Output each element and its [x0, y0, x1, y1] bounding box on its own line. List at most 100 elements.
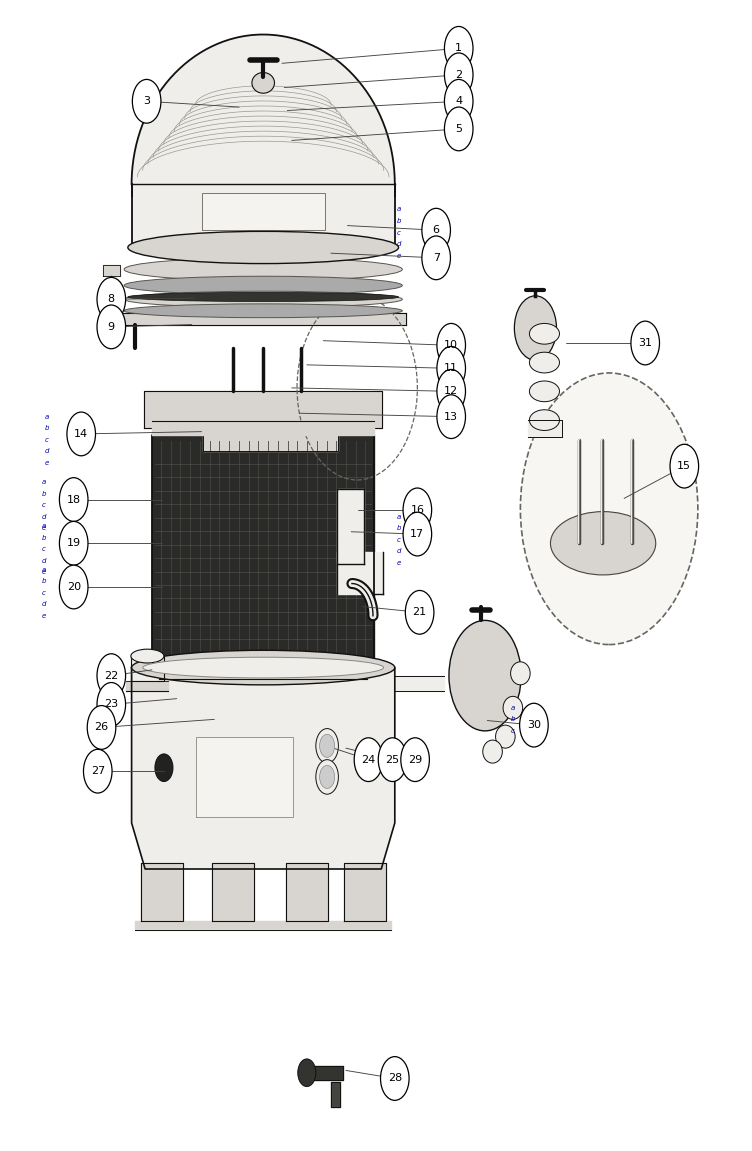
Text: c: c [396, 536, 401, 543]
Ellipse shape [529, 381, 559, 402]
Circle shape [520, 373, 698, 645]
Text: 10: 10 [444, 341, 458, 350]
Text: 3: 3 [143, 97, 150, 106]
Ellipse shape [124, 291, 402, 307]
Text: 23: 23 [105, 700, 118, 709]
Text: 6: 6 [432, 226, 440, 235]
Text: 27: 27 [91, 767, 105, 776]
Circle shape [354, 738, 383, 782]
Text: 29: 29 [408, 755, 422, 764]
Polygon shape [132, 668, 395, 869]
Circle shape [405, 590, 434, 634]
Text: a: a [41, 479, 46, 486]
Circle shape [316, 760, 338, 794]
Text: 7: 7 [432, 253, 440, 262]
Text: d: d [396, 241, 401, 247]
Text: d: d [41, 557, 46, 564]
Circle shape [87, 706, 116, 749]
Circle shape [444, 53, 473, 97]
Text: a: a [44, 413, 49, 420]
Text: e: e [41, 612, 46, 619]
Circle shape [59, 565, 88, 609]
Text: 1: 1 [455, 44, 462, 53]
Circle shape [670, 444, 699, 488]
Text: a: a [396, 206, 401, 213]
Ellipse shape [128, 231, 399, 264]
Circle shape [514, 296, 556, 360]
Ellipse shape [496, 725, 515, 748]
Text: 17: 17 [411, 529, 424, 539]
Text: b: b [396, 218, 401, 224]
Text: 26: 26 [95, 723, 108, 732]
Text: 18: 18 [67, 495, 80, 504]
Circle shape [422, 208, 450, 252]
Circle shape [59, 521, 88, 565]
Circle shape [437, 323, 465, 367]
Text: 25: 25 [386, 755, 399, 764]
Text: d: d [44, 448, 49, 455]
Circle shape [401, 738, 429, 782]
Text: c: c [41, 589, 46, 596]
Text: c: c [41, 502, 46, 509]
Text: 8: 8 [108, 295, 115, 304]
Text: 31: 31 [638, 338, 652, 348]
Text: c: c [511, 727, 515, 734]
Circle shape [97, 683, 126, 726]
Text: a: a [41, 523, 46, 529]
Ellipse shape [529, 410, 559, 430]
Text: 14: 14 [74, 429, 88, 439]
Text: 2: 2 [455, 70, 462, 79]
Circle shape [320, 734, 335, 757]
Circle shape [437, 369, 465, 413]
Text: e: e [41, 569, 46, 576]
Text: d: d [396, 548, 401, 555]
Circle shape [97, 654, 126, 698]
Text: 20: 20 [67, 582, 80, 592]
Text: 22: 22 [105, 671, 118, 680]
Text: b: b [44, 425, 49, 432]
Text: 12: 12 [444, 387, 458, 396]
Text: c: c [44, 436, 49, 443]
Text: b: b [41, 490, 46, 497]
Text: 4: 4 [455, 97, 462, 106]
Circle shape [444, 107, 473, 151]
Text: 13: 13 [444, 412, 458, 421]
Ellipse shape [503, 696, 523, 719]
Circle shape [422, 236, 450, 280]
Circle shape [320, 765, 335, 788]
Polygon shape [132, 35, 395, 184]
Circle shape [449, 620, 521, 731]
Text: 24: 24 [362, 755, 375, 764]
Circle shape [132, 79, 161, 123]
Text: 15: 15 [678, 462, 691, 471]
Text: e: e [396, 559, 401, 566]
Text: e: e [41, 525, 46, 532]
Text: a: a [396, 513, 401, 520]
Text: 16: 16 [411, 505, 424, 514]
Ellipse shape [550, 511, 656, 574]
Circle shape [631, 321, 660, 365]
Ellipse shape [483, 740, 502, 763]
Circle shape [97, 277, 126, 321]
Text: a: a [41, 566, 46, 573]
Ellipse shape [124, 304, 402, 318]
Circle shape [59, 478, 88, 521]
Text: 9: 9 [108, 322, 115, 331]
Ellipse shape [128, 292, 399, 302]
Ellipse shape [124, 258, 402, 281]
Circle shape [403, 512, 432, 556]
Ellipse shape [511, 662, 530, 685]
Text: c: c [41, 546, 46, 552]
Text: 11: 11 [444, 364, 458, 373]
Circle shape [437, 346, 465, 390]
Text: d: d [41, 513, 46, 520]
Text: 21: 21 [413, 608, 426, 617]
Text: 5: 5 [455, 124, 462, 134]
Circle shape [316, 729, 338, 763]
Circle shape [155, 754, 173, 782]
Circle shape [444, 79, 473, 123]
Text: b: b [396, 525, 401, 532]
Text: e: e [396, 252, 401, 259]
Ellipse shape [252, 73, 274, 93]
Text: b: b [41, 534, 46, 541]
